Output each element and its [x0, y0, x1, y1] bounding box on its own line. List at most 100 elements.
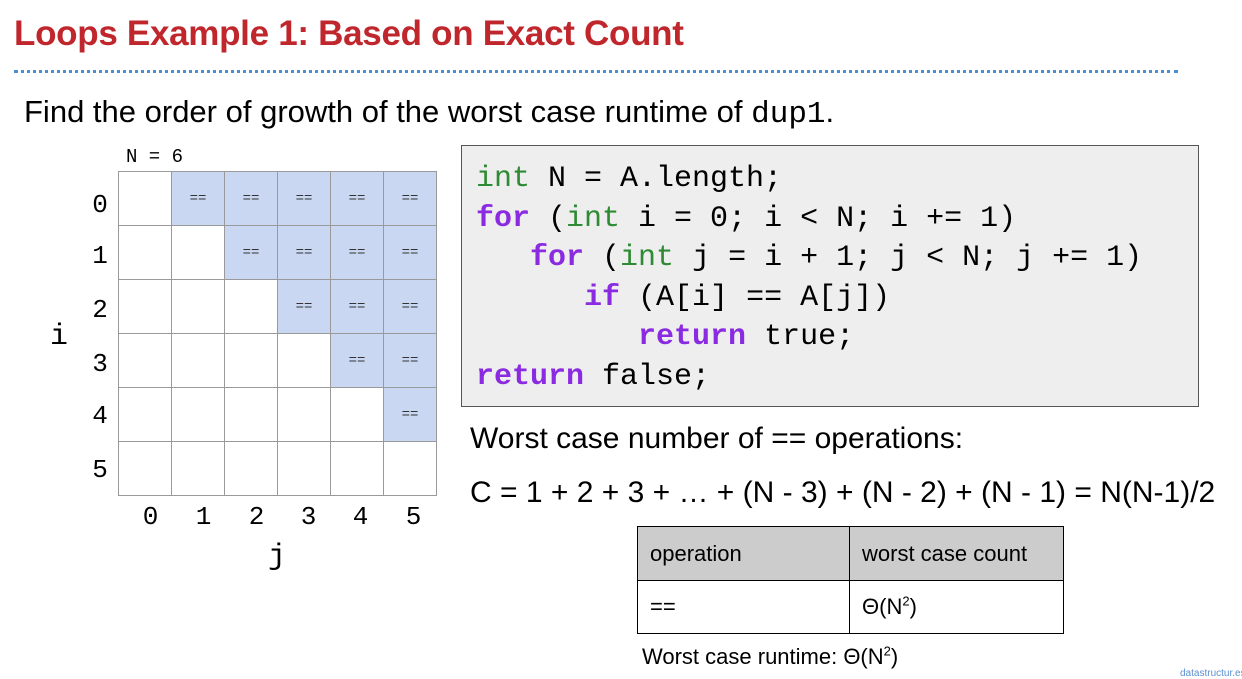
- count-close: ): [909, 594, 917, 619]
- grid-cell-empty: [119, 334, 172, 388]
- row-label: 1: [92, 241, 108, 271]
- col-label: 0: [142, 502, 159, 532]
- code-line-3: for (int j = i + 1; j < N; j += 1): [476, 241, 1142, 275]
- runtime-exponent: 2: [883, 643, 891, 659]
- runtime-close: ): [890, 644, 899, 669]
- worst-case-label: Worst case number of == operations:: [470, 422, 964, 455]
- row-label: 3: [92, 349, 108, 379]
- grid-cell-empty: [278, 442, 331, 496]
- code-line-5: return true;: [476, 320, 854, 354]
- code-block: int N = A.length; for (int i = 0; i < N;…: [461, 145, 1199, 407]
- comparison-grid: == == == == == == == == == == == == == == ==: [118, 171, 437, 496]
- grid-cell-comparison: ==: [225, 172, 278, 226]
- code-indent: [476, 320, 638, 354]
- grid-cell-comparison: ==: [331, 280, 384, 334]
- col-label: 4: [352, 502, 369, 532]
- runtime-prefix: Worst case runtime: Θ(N: [642, 644, 884, 669]
- grid-cell-empty: [278, 388, 331, 442]
- slide-title: Loops Example 1: Based on Exact Count: [14, 14, 684, 53]
- code-keyword: int: [620, 241, 675, 275]
- grid-cell-empty: [172, 334, 225, 388]
- grid-cell-comparison: ==: [331, 226, 384, 280]
- grid-cell-comparison: ==: [331, 334, 384, 388]
- code-text: N = A.length;: [530, 162, 783, 196]
- title-divider: [14, 70, 1178, 73]
- grid-cell-comparison: ==: [384, 280, 437, 334]
- table-row: == Θ(N2): [637, 580, 1064, 634]
- subtitle-suffix: .: [825, 94, 835, 129]
- i-axis-label: i: [50, 320, 69, 354]
- grid-cell-comparison: ==: [278, 280, 331, 334]
- grid-cell-empty: [225, 334, 278, 388]
- operation-count-table: operation worst case count == Θ(N2): [637, 526, 1064, 634]
- col-label: 3: [300, 502, 317, 532]
- code-keyword: return: [638, 320, 747, 354]
- grid-cell-empty: [119, 280, 172, 334]
- count-formula: C = 1 + 2 + 3 + … + (N - 3) + (N - 2) + …: [470, 476, 1216, 509]
- code-keyword: int: [566, 202, 621, 236]
- col-label: 1: [195, 502, 212, 532]
- code-line-1: int N = A.length;: [476, 162, 782, 196]
- subtitle-prefix: Find the order of growth of the worst ca…: [24, 94, 752, 129]
- grid-cell-comparison: ==: [225, 226, 278, 280]
- row-label: 0: [92, 190, 108, 220]
- code-keyword: return: [476, 360, 585, 394]
- code-keyword: int: [476, 162, 531, 196]
- grid-cell-comparison: ==: [331, 172, 384, 226]
- row-label: 4: [92, 401, 108, 431]
- col-label: 2: [248, 502, 265, 532]
- grid-cell-empty: [119, 172, 172, 226]
- row-label: 5: [92, 455, 108, 485]
- grid-cell-empty: [172, 226, 225, 280]
- grid-cell-empty: [225, 280, 278, 334]
- code-keyword: for: [476, 202, 531, 236]
- code-text: (: [530, 202, 567, 236]
- grid-cell-comparison: ==: [384, 226, 437, 280]
- grid-cell-empty: [172, 442, 225, 496]
- count-exponent: 2: [902, 593, 910, 609]
- grid-cell-empty: [172, 280, 225, 334]
- grid-cell-empty: [225, 442, 278, 496]
- code-keyword: for: [530, 241, 585, 275]
- code-line-6: return false;: [476, 360, 710, 394]
- row-label: 2: [92, 295, 108, 325]
- grid-cell-empty: [172, 388, 225, 442]
- code-text: (: [584, 241, 621, 275]
- grid-cell-comparison: ==: [384, 334, 437, 388]
- worst-case-runtime: Worst case runtime: Θ(N2): [642, 644, 898, 670]
- col-label: 5: [405, 502, 422, 532]
- subtitle-code: dup1: [751, 97, 826, 132]
- code-text: i = 0; i < N; i += 1): [620, 202, 1017, 236]
- grid-cell-comparison: ==: [384, 388, 437, 442]
- code-text: true;: [746, 320, 855, 354]
- grid-n-label: N = 6: [126, 146, 184, 168]
- grid-cell-empty: [225, 388, 278, 442]
- grid-cell-comparison: ==: [278, 172, 331, 226]
- footer-link[interactable]: datastructur.es: [1180, 668, 1242, 679]
- table-cell-count: Θ(N2): [849, 580, 1064, 634]
- code-indent: [476, 281, 584, 315]
- slide-subtitle: Find the order of growth of the worst ca…: [24, 94, 834, 132]
- table-header-row: operation worst case count: [637, 526, 1064, 581]
- table-cell-operation: ==: [637, 580, 850, 634]
- grid-cell-comparison: ==: [278, 226, 331, 280]
- count-base: Θ(N: [862, 594, 903, 619]
- table-header-count: worst case count: [849, 526, 1064, 581]
- grid-cell-empty: [278, 334, 331, 388]
- code-line-2: for (int i = 0; i < N; i += 1): [476, 202, 1016, 236]
- grid-cell-comparison: ==: [172, 172, 225, 226]
- code-text: false;: [584, 360, 711, 394]
- j-axis-label: j: [268, 540, 287, 574]
- table-header-operation: operation: [637, 526, 850, 581]
- code-keyword: if: [584, 281, 621, 315]
- code-text: (A[i] == A[j]): [620, 281, 891, 315]
- code-text: j = i + 1; j < N; j += 1): [674, 241, 1143, 275]
- grid-cell-empty: [119, 442, 172, 496]
- grid-cell-empty: [331, 388, 384, 442]
- grid-cell-empty: [119, 388, 172, 442]
- code-line-4: if (A[i] == A[j]): [476, 281, 890, 315]
- code-indent: [476, 241, 530, 275]
- grid-cell-comparison: ==: [384, 172, 437, 226]
- grid-cell-empty: [331, 442, 384, 496]
- grid-cell-empty: [119, 226, 172, 280]
